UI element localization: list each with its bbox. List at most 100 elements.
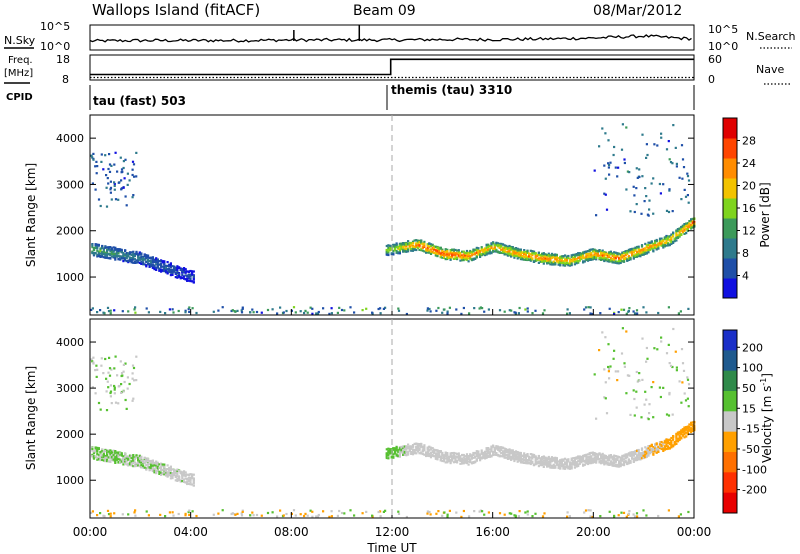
velocity-cell-2176 — [671, 365, 674, 369]
velocity-cell-1274 — [542, 459, 545, 462]
velocity-cell-1213 — [529, 453, 532, 456]
velocity-cell-102 — [110, 458, 114, 461]
power-cell-470 — [186, 274, 189, 277]
velocity-cell-2042 — [428, 510, 431, 514]
power-cell-776 — [441, 253, 444, 256]
velocity-cell-1462 — [580, 457, 583, 460]
power-cell-1296 — [547, 260, 550, 263]
velocity-cell-103 — [110, 450, 114, 453]
velocity-cell-2187 — [684, 399, 688, 402]
power-cell-1069 — [500, 248, 503, 251]
velocity-cell-320 — [156, 465, 159, 468]
power-cell-1023 — [490, 247, 493, 250]
power-cell-1493 — [586, 255, 590, 259]
velocity-cell-771 — [439, 457, 442, 460]
power-cell-2102 — [583, 308, 586, 311]
power-cell-1082 — [503, 249, 506, 253]
power-cell-1089 — [505, 250, 508, 253]
power-cell-1639 — [616, 252, 619, 255]
power-cell-794 — [444, 253, 447, 257]
velocity-cell-28 — [96, 446, 99, 449]
power-cell-1161 — [519, 254, 522, 257]
power-cell-249 — [142, 259, 145, 262]
velocity-cell-2059 — [240, 514, 244, 517]
power-cell-2315 — [91, 156, 94, 159]
velocity-cell-1650 — [619, 461, 622, 464]
power-cell-2027 — [353, 311, 356, 314]
power-cell-423 — [176, 268, 179, 271]
velocity-cell-39 — [97, 455, 100, 458]
velocity-cell-239 — [138, 460, 141, 463]
velocity-cell-2138 — [361, 512, 364, 515]
velocity-cell-311 — [153, 464, 156, 467]
power-cell-904 — [467, 257, 470, 260]
velocity-colorbar-tick-label-0: 200 — [742, 341, 763, 354]
power-cell-1702 — [629, 251, 632, 254]
velocity-cell-813 — [447, 455, 451, 458]
power-cell-669 — [418, 244, 421, 247]
power-cell-2095 — [524, 308, 527, 311]
power-cell-1118 — [510, 253, 513, 256]
power-cell-753 — [436, 253, 439, 256]
velocity-cell-1972 — [685, 431, 688, 434]
velocity-cell-1998 — [690, 429, 693, 432]
power-cell-1205 — [528, 254, 531, 257]
velocity-cell-1362 — [560, 463, 563, 466]
power-cell-1132 — [513, 256, 516, 259]
velocity-cell-262 — [143, 456, 146, 460]
velocity-cell-2147 — [446, 515, 449, 518]
velocity-cell-1829 — [655, 442, 658, 445]
velocity-cell-1574 — [603, 463, 606, 466]
velocity-cell-997 — [485, 454, 488, 457]
power-cell-1972 — [685, 228, 688, 231]
velocity-cell-855 — [456, 460, 459, 463]
power-cell-228 — [137, 255, 140, 258]
power-cell-235 — [138, 258, 141, 261]
velocity-cell-313 — [155, 466, 158, 469]
power-cell-2278 — [124, 158, 127, 161]
power-cell-2223 — [638, 168, 641, 171]
velocity-cell-334 — [158, 472, 161, 475]
velocity-cell-1830 — [655, 447, 658, 450]
power-cell-1031 — [492, 242, 495, 245]
velocity-cell-1303 — [547, 462, 550, 465]
power-cell-326 — [156, 264, 159, 267]
power-cell-2270 — [131, 196, 134, 199]
power-cell-2164 — [599, 312, 602, 315]
power-cell-198 — [130, 251, 133, 254]
power-cell-1692 — [627, 248, 630, 251]
power-cell-72 — [106, 246, 109, 249]
velocity-cell-1570 — [603, 454, 606, 457]
velocity-panel-frame — [89, 318, 695, 519]
velocity-cell-2245 — [660, 336, 663, 339]
velocity-cell-2335 — [94, 369, 97, 372]
velocity-cell-1158 — [518, 457, 521, 461]
velocity-cell-2197 — [598, 349, 601, 352]
velocity-cell-845 — [454, 460, 457, 464]
power-cell-317 — [155, 268, 158, 271]
power-cell-1139 — [514, 247, 518, 250]
velocity-cell-2022 — [589, 515, 592, 518]
velocity-cell-300 — [151, 461, 154, 464]
power-cell-1974 — [685, 222, 688, 225]
velocity-cell-903 — [465, 455, 469, 458]
power-cell-1199 — [526, 257, 529, 260]
velocity-cell-1044 — [495, 445, 498, 448]
velocity-cell-1500 — [588, 453, 591, 456]
velocity-cell-190 — [128, 454, 132, 457]
velocity-cell-1690 — [627, 462, 630, 465]
velocity-cell-1901 — [670, 436, 673, 440]
power-cell-1180 — [523, 258, 526, 261]
velocity-cell-2131 — [109, 512, 112, 515]
velocity-cell-2276 — [95, 375, 98, 378]
power-cell-461 — [184, 271, 187, 274]
power-cell-1982 — [686, 222, 689, 225]
velocity-cell-1180 — [523, 461, 526, 464]
power-cell-2262 — [686, 194, 689, 197]
power-cell-1342 — [555, 256, 558, 259]
power-cell-877 — [461, 250, 464, 253]
velocity-cell-1982 — [686, 425, 689, 428]
power-cell-2135 — [184, 311, 187, 314]
power-cell-1176 — [523, 249, 526, 252]
power-cell-726 — [429, 252, 433, 255]
